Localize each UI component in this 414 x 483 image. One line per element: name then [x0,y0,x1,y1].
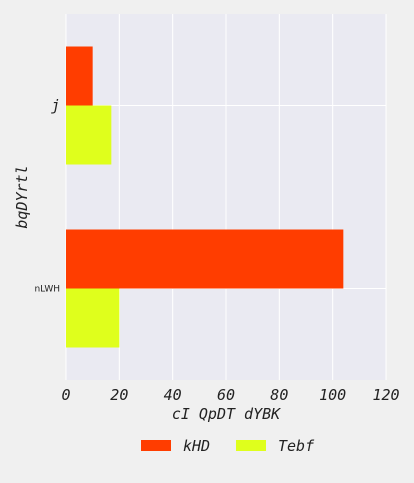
legend-label-kHD: kHD [183,437,210,455]
legend-label-Tebf: Tebf [278,437,315,455]
y-axis-title: bqDYrtl [13,165,31,228]
y-category-label: nLWH [34,285,60,295]
legend: kHD Tebf [141,437,315,455]
y-category-label: j [51,97,60,115]
y-category-labels: j nLWH [34,97,60,295]
legend-swatch-kHD [141,440,171,451]
bar-Tebf-j [66,106,111,165]
x-axis-title: cI QpDT dYBK [172,405,281,423]
x-tick-label: 60 [217,386,235,404]
x-tick-labels: 0 20 40 60 80 100 120 [61,386,399,404]
bar-kHD-j [66,47,93,106]
x-tick-label: 100 [319,386,346,404]
bar-kHD-nLWH [66,230,343,289]
x-tick-label: 40 [164,386,182,404]
legend-swatch-Tebf [236,440,266,451]
x-tick-label: 0 [61,386,70,404]
x-tick-label: 120 [372,386,399,404]
x-tick-label: 80 [270,386,288,404]
x-tick-label: 20 [110,386,128,404]
bar-Tebf-nLWH [66,289,119,348]
